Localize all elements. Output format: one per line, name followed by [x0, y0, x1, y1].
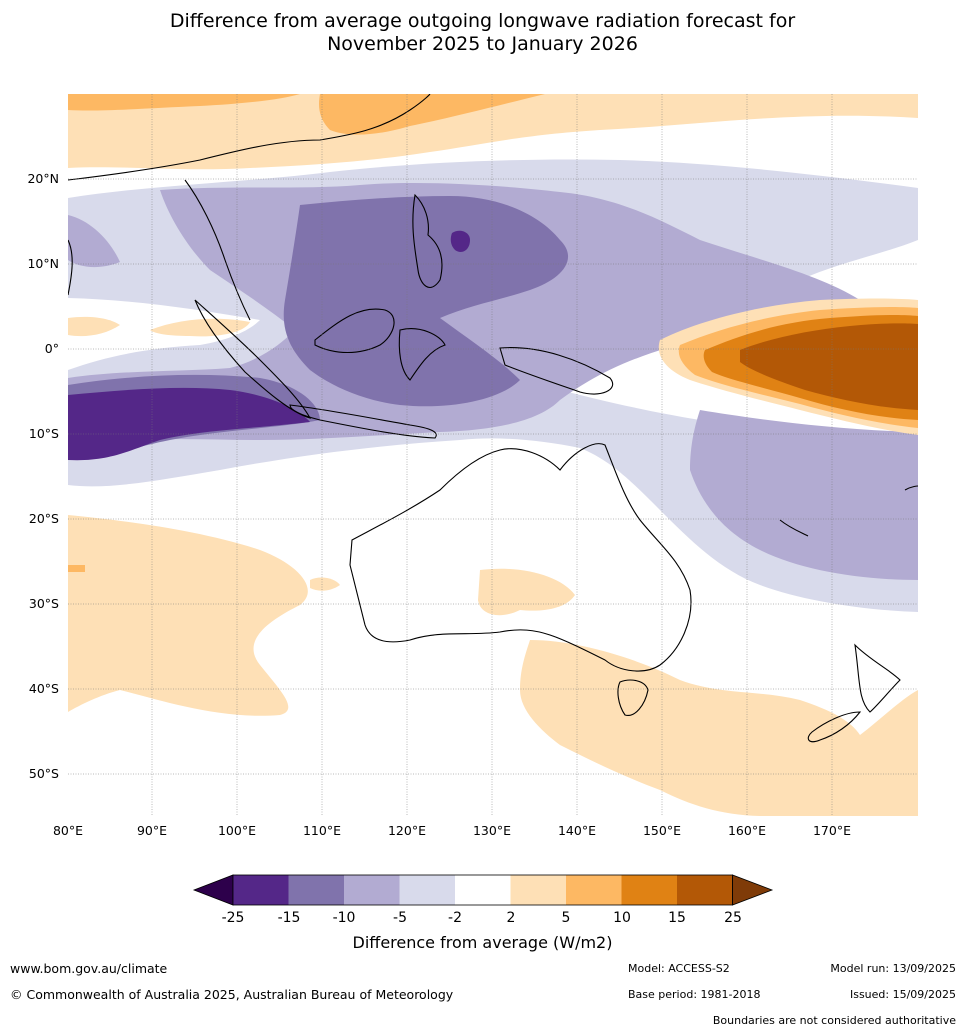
footer-issued: Issued: 15/09/2025: [849, 988, 956, 1001]
cb-tick-9: 25: [724, 910, 742, 926]
lon-label-100: 100°E: [218, 823, 256, 838]
cb-tick-0: -25: [222, 910, 245, 926]
lon-label-170: 170°E: [813, 823, 851, 838]
colorbar-swatch: [399, 875, 455, 905]
colorbar-ticks: -25 -15 -10 -5 -2 2 5 10 15 25: [222, 910, 742, 926]
lon-label-150: 150°E: [643, 823, 681, 838]
lat-label-20n: 20°N: [27, 171, 59, 186]
lon-label-110: 110°E: [303, 823, 341, 838]
colorbar-swatch: [566, 875, 622, 905]
lon-label-160: 160°E: [728, 823, 766, 838]
lat-label-20s: 20°S: [29, 511, 59, 526]
footer-disclaimer: Boundaries are not considered authoritat…: [712, 1014, 956, 1027]
lat-label-10n: 10°N: [27, 256, 59, 271]
colorbar-extend-high: [732, 874, 774, 906]
map-field: [68, 94, 918, 816]
cb-tick-4: -2: [448, 910, 462, 926]
lat-label-30s: 30°S: [29, 596, 59, 611]
colorbar-swatch: [288, 875, 344, 905]
lat-label-40s: 40°S: [29, 681, 59, 696]
lon-label-140: 140°E: [558, 823, 596, 838]
colorbar-swatch: [510, 875, 566, 905]
lat-label-50s: 50°S: [29, 766, 59, 781]
lon-label-90: 90°E: [137, 823, 167, 838]
cb-tick-6: 5: [562, 910, 571, 926]
cb-tick-3: -5: [393, 910, 407, 926]
footer-model: Model: ACCESS-S2: [628, 962, 730, 975]
colorbar-swatch: [621, 875, 677, 905]
footer-website: www.bom.gov.au/climate: [10, 961, 168, 976]
colorbar-extend-low: [192, 874, 234, 906]
coastlines: [68, 94, 918, 743]
cb-tick-2: -10: [333, 910, 356, 926]
colorbar-swatch: [455, 875, 511, 905]
cb-tick-7: 10: [613, 910, 631, 926]
lat-label-0: 0°: [45, 341, 59, 356]
title-line-1: Difference from average outgoing longwav…: [169, 10, 796, 32]
colorbar-label: Difference from average (W/m2): [352, 933, 613, 952]
colorbar: [192, 874, 774, 906]
colorbar-swatch: [233, 875, 289, 905]
colorbar-swatch: [344, 875, 400, 905]
colorbar-outline: [232, 874, 733, 906]
footer-copyright: © Commonwealth of Australia 2025, Austra…: [10, 987, 454, 1002]
lon-label-80: 80°E: [53, 823, 83, 838]
chart-title: Difference from average outgoing longwav…: [0, 10, 965, 56]
lon-labels: 80°E 90°E 100°E 110°E 120°E 130°E 140°E …: [53, 823, 851, 838]
cb-tick-1: -15: [278, 910, 301, 926]
footer-base-period: Base period: 1981-2018: [628, 988, 761, 1001]
footer-model-run: Model run: 13/09/2025: [830, 962, 956, 975]
cb-tick-8: 15: [668, 910, 686, 926]
title-line-2: November 2025 to January 2026: [327, 33, 638, 55]
colorbar-swatch: [677, 875, 733, 905]
lat-label-10s: 10°S: [29, 426, 59, 441]
lon-label-130: 130°E: [473, 823, 511, 838]
cb-tick-5: 2: [507, 910, 516, 926]
graticule: [68, 94, 918, 816]
lon-label-120: 120°E: [388, 823, 426, 838]
lat-labels: 20°N 10°N 0° 10°S 20°S 30°S 40°S 50°S: [27, 171, 59, 781]
